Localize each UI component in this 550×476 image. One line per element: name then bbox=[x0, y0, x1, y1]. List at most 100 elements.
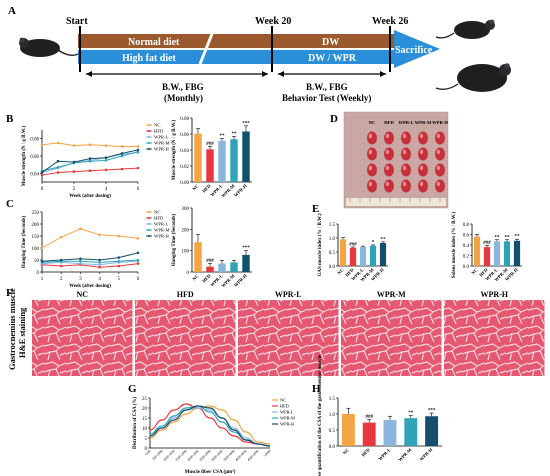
series-curve-wpr-h bbox=[149, 405, 271, 447]
x-tick-label: NC bbox=[191, 183, 199, 191]
x-tick-label: 3 bbox=[79, 277, 82, 282]
data-point-hfd bbox=[40, 173, 44, 177]
y-tick-label: 200 bbox=[32, 223, 40, 228]
x-axis-label: Week (after dosing) bbox=[69, 284, 111, 289]
data-point-wpr-m bbox=[88, 159, 92, 163]
muscle-sample-highlight bbox=[368, 149, 373, 155]
data-point-hfd bbox=[117, 264, 121, 268]
muscle-sample bbox=[435, 147, 445, 161]
y-tick-label: 100 bbox=[182, 250, 190, 255]
mouse-illustration-right-top bbox=[435, 19, 495, 39]
data-point-hfd bbox=[98, 265, 101, 269]
x-tick-label: 1000-1500 bbox=[162, 449, 175, 462]
bar-nc bbox=[341, 414, 355, 446]
panel-h-csa-bar-chart: 0.0 0.5 1.0 1.5 NC ### HFD WPR-L ** WPR-M *** WPR-H… bbox=[318, 354, 442, 476]
weekly-measure-label: B.W., FBG bbox=[306, 82, 348, 92]
y-tick-label: 0.08 bbox=[180, 117, 189, 122]
histology-label: WPR-M bbox=[377, 290, 406, 299]
series-line-wpr-l bbox=[41, 260, 139, 266]
histology-image-nc bbox=[32, 300, 133, 376]
data-point-nc bbox=[40, 143, 44, 147]
x-tick-label: 6 bbox=[137, 187, 140, 192]
bar-wpr-l bbox=[218, 140, 226, 182]
weekly-measure-sub: Behavior Test (Weekly) bbox=[282, 93, 371, 103]
muscle-sample bbox=[367, 147, 377, 161]
data-point-wpr-m bbox=[117, 259, 121, 263]
data-point-nc bbox=[72, 144, 76, 147]
y-tick-label: 0.02 bbox=[180, 165, 189, 170]
muscle-sample bbox=[401, 147, 411, 161]
legend-label: WPR-M bbox=[280, 416, 295, 421]
muscle-sample bbox=[367, 131, 377, 145]
y-tick-label: 0.04 bbox=[180, 149, 189, 154]
significance-mark: ### bbox=[349, 242, 357, 247]
bar-nc bbox=[473, 236, 481, 266]
data-point-nc bbox=[120, 145, 124, 148]
data-point-wpr-h bbox=[117, 256, 121, 259]
timeline-break-slash bbox=[198, 33, 214, 65]
y-axis-label: Relative quantification of the CSA of th… bbox=[318, 354, 323, 476]
y-tick-label: 1.5 bbox=[329, 397, 336, 402]
y-tick-label: 0.4 bbox=[463, 244, 470, 249]
x-tick-label: >5000 bbox=[263, 449, 272, 458]
y-axis-label: GAS muscle index (% / B.W.) bbox=[318, 213, 323, 276]
data-point-nc bbox=[40, 246, 44, 250]
legend-label: WPR-H bbox=[280, 422, 295, 427]
histology-label: WPR-L bbox=[275, 290, 302, 299]
x-tick-label: WPR-M bbox=[397, 447, 413, 463]
significance-mark: ** bbox=[381, 237, 387, 242]
data-point-hfd bbox=[56, 171, 60, 174]
normal-diet-label: Normal diet bbox=[128, 37, 180, 48]
muscle-sample bbox=[435, 131, 445, 145]
panel-e-gas-bar-chart: 0.00.51.01.5NC###HFDWPR-L*WPR-M**WPR-HGA… bbox=[318, 213, 388, 282]
panel-letter-a: A bbox=[8, 5, 16, 17]
y-tick-label: 0.2 bbox=[463, 255, 470, 260]
bar-wpr-l bbox=[218, 263, 226, 272]
legend-label: WPR-H bbox=[154, 147, 169, 152]
y-tick-label: 0.0 bbox=[329, 265, 336, 270]
legend-marker bbox=[147, 216, 151, 220]
significance-mark: ### bbox=[483, 241, 491, 246]
y-tick-label: 10 bbox=[142, 427, 148, 432]
bar-nc bbox=[194, 133, 202, 182]
legend-label: HFD bbox=[154, 129, 164, 134]
data-point-nc bbox=[104, 144, 108, 147]
significance-mark: ** bbox=[495, 235, 501, 240]
x-tick-label: 6 bbox=[137, 277, 140, 282]
significance-mark: ### bbox=[206, 259, 214, 264]
muscle-sample bbox=[367, 179, 377, 193]
significance-mark: *** bbox=[242, 121, 250, 126]
week20-label: Week 20 bbox=[255, 16, 291, 27]
series-curve-hfd bbox=[149, 403, 271, 447]
data-point-hfd bbox=[120, 167, 124, 171]
y-tick-label: 0.5 bbox=[329, 251, 336, 256]
muscle-sample-highlight bbox=[368, 133, 373, 139]
week26-label: Week 26 bbox=[372, 16, 408, 27]
y-tick-label: 200 bbox=[182, 228, 190, 233]
x-tick-label: 4 bbox=[98, 277, 101, 282]
y-tick-label: 0.06 bbox=[30, 155, 39, 160]
panel-b-line-chart: 0.04 0.06 0.08 0 2 4 6 Week (after dosing) Muscl… bbox=[22, 123, 170, 199]
bar-nc bbox=[194, 242, 202, 272]
y-tick-label: 0.06 bbox=[180, 133, 189, 138]
x-tick-label: 4500-5000 bbox=[246, 449, 259, 462]
muscle-sample-highlight bbox=[436, 133, 441, 139]
x-tick-label: HFD bbox=[478, 267, 489, 278]
muscle-sample-highlight bbox=[419, 149, 424, 155]
legend-label: WPR-L bbox=[280, 410, 294, 415]
data-point-wpr-h bbox=[136, 148, 140, 152]
muscle-sample bbox=[435, 179, 445, 193]
data-point-wpr-m bbox=[136, 258, 140, 262]
y-tick-label: 0.0 bbox=[329, 445, 336, 450]
bar-wpr-h bbox=[425, 416, 439, 446]
panel-a-timeline: Sacrifice Start Week 20 Week 26 Normal d… bbox=[19, 16, 511, 103]
series-line-hfd bbox=[41, 263, 139, 268]
panel-b-bar-chart: 0.000.020.040.060.08NC###HFD**WPR-L**WPR… bbox=[172, 117, 252, 198]
histology-image-wpr-l bbox=[238, 300, 339, 376]
y-tick-label: 1.0 bbox=[329, 413, 336, 418]
y-axis-label: Hanging Time (Seconds) bbox=[172, 214, 177, 267]
legend-marker bbox=[147, 228, 151, 232]
data-point-nc bbox=[98, 233, 101, 237]
x-tick-label: WPR-H bbox=[419, 447, 434, 462]
